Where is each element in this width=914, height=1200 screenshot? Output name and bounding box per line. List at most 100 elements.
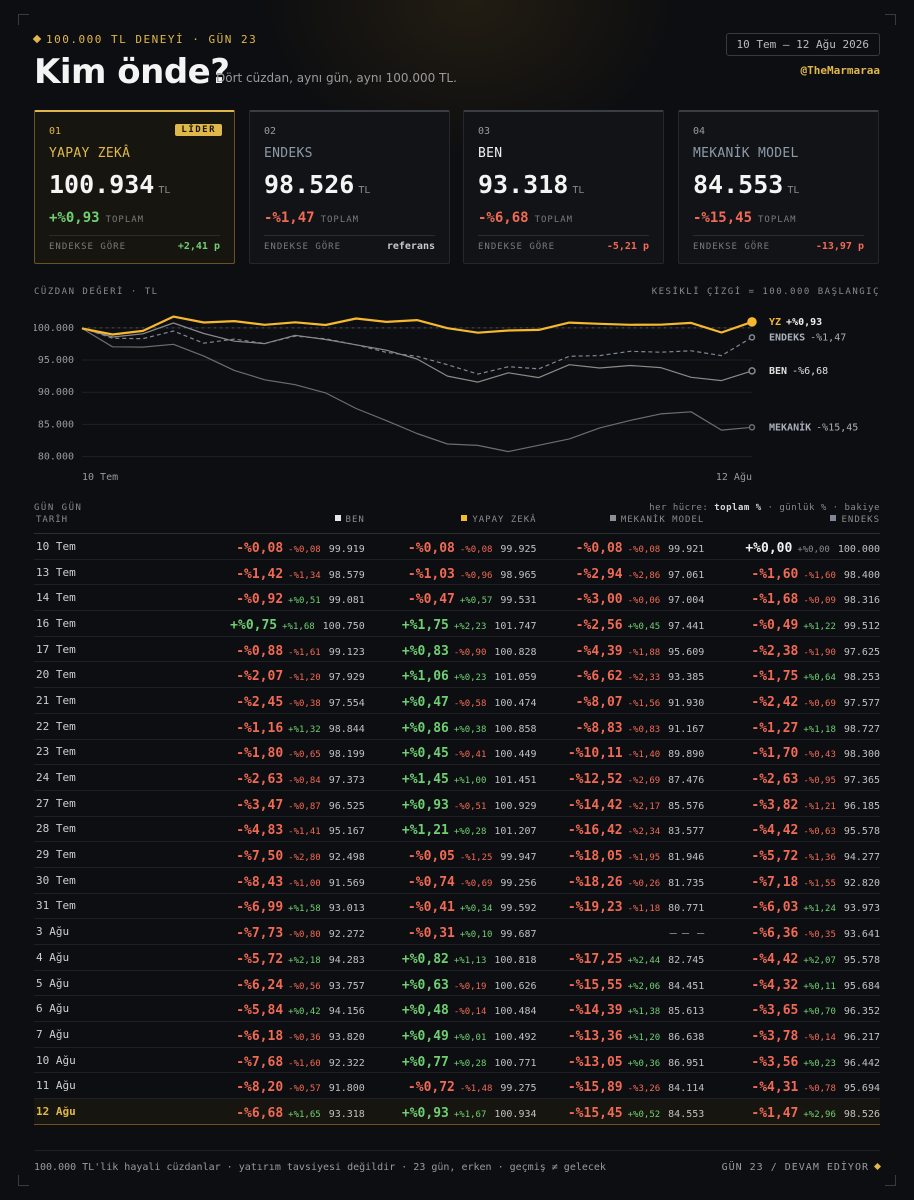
card-pct-label: TOPLAM <box>758 215 797 225</box>
table-row: 31 Tem -%6,99 +%1,58 93.013 -%0,41 +%0,34 99.5… <box>34 893 880 920</box>
cell-mek: -%2,94 -%2,86 97.061 <box>536 559 705 586</box>
cell-daily-pct: -%0,57 <box>288 1084 321 1095</box>
cell-daily-pct: +%1,13 <box>453 955 487 966</box>
cell-balance: 92.272 <box>328 929 365 941</box>
series-line-endeks <box>81 327 753 375</box>
cell-balance: 93.820 <box>328 1031 365 1043</box>
cell-daily-pct: +%0,28 <box>453 1058 487 1069</box>
cell-total-pct: -%1,47 <box>751 1105 799 1121</box>
legend-rest: · günlük % · bakiye <box>767 503 880 513</box>
author-handle[interactable]: @TheMarmaraa <box>800 64 880 77</box>
row-date: 24 Tem <box>34 764 126 791</box>
daily-table: TARİH BEN YAPAY ZEKÂ MEKANİK MODEL ENDEK… <box>34 515 880 1125</box>
cell-daily-pct: -%2,33 <box>627 673 661 684</box>
cell-total-pct: +%0,63 <box>401 977 449 993</box>
cell-total-pct: -%0,08 <box>575 540 623 556</box>
cell-total-pct: -%2,63 <box>751 772 799 788</box>
cell-mek: -%15,89 -%3,26 84.114 <box>536 1072 705 1100</box>
series-end-point-endeks <box>748 334 756 341</box>
card-foot-value: -13,97 p <box>815 241 864 252</box>
page-subtitle: Dört cüzdan, aynı gün, aynı 100.000 TL. <box>216 71 457 85</box>
cell-total-pct: +%1,21 <box>401 823 449 839</box>
card-total-pct: -%6,68 TOPLAM <box>478 210 573 226</box>
series-end-point-ben <box>748 367 756 375</box>
cell-balance: 92.820 <box>843 877 880 889</box>
cell-total-pct: +%0,48 <box>401 1003 449 1019</box>
cell-balance: 99.531 <box>500 595 537 607</box>
cell-total-pct: -%6,36 <box>751 926 799 942</box>
cell-total-pct: -%1,42 <box>236 566 284 582</box>
cell-total-pct: -%8,83 <box>575 720 623 736</box>
cell-daily-pct: — <box>681 926 690 941</box>
cell-total-pct: -%1,60 <box>751 566 799 582</box>
cell-total-pct: -%5,72 <box>751 849 799 865</box>
cell-total-pct: -%16,42 <box>567 823 623 839</box>
cell-ben: -%1,42 -%1,34 98.579 <box>125 559 365 586</box>
cell-daily-pct: -%1,18 <box>627 904 661 915</box>
cell-daily-pct: -%1,56 <box>627 698 661 709</box>
cell-balance: 93.318 <box>328 1108 365 1120</box>
cell-end: -%4,42 +%2,07 95.578 <box>704 944 880 971</box>
cell-daily-pct: -%1,88 <box>627 647 661 658</box>
cell-balance: 84.451 <box>668 980 705 992</box>
cell-ben: -%5,84 +%0,42 94.156 <box>125 995 365 1023</box>
row-date: 11 Ağu <box>34 1072 126 1100</box>
cell-balance: 96.352 <box>843 1006 880 1018</box>
card-pct-label: TOPLAM <box>534 215 574 225</box>
cell-balance: 100.000 <box>837 543 880 555</box>
cell-yz: +%0,86 +%0,38 100.858 <box>364 713 537 740</box>
cell-balance: 97.554 <box>328 697 365 709</box>
cell-total-pct: -%0,72 <box>407 1080 455 1096</box>
card-value-number: 93.318 <box>478 170 569 199</box>
cell-end: +%0,00 +%0,00 100.000 <box>704 533 880 560</box>
cell-balance: 96.442 <box>843 1057 880 1069</box>
cell-daily-pct: +%2,44 <box>627 955 661 966</box>
cell-total-pct: +%0,49 <box>401 1028 449 1044</box>
cell-balance: 85.576 <box>668 800 705 812</box>
cell-daily-pct: +%0,00 <box>797 544 830 555</box>
kicker-text: 100.000 TL DENEYİ · GÜN 23 <box>46 33 258 46</box>
card-name: BEN <box>478 146 503 161</box>
cell-ben: -%7,50 -%2,80 92.498 <box>125 841 365 868</box>
cell-total-pct: -%0,31 <box>407 926 455 942</box>
cell-daily-pct: +%0,10 <box>459 930 493 941</box>
cell-daily-pct: +%0,11 <box>803 981 836 992</box>
cell-total-pct: -%1,16 <box>236 720 284 736</box>
cell-balance: 81.946 <box>668 852 705 864</box>
cell-balance: 99.081 <box>328 595 365 607</box>
cell-balance: 97.373 <box>328 775 365 787</box>
table-row: 14 Tem -%0,92 +%0,51 99.081 -%0,47 +%0,57 99.5… <box>34 584 880 612</box>
cell-daily-pct: +%2,07 <box>803 955 836 966</box>
series-end-label-yz: YZ +%0,93 <box>769 317 822 328</box>
cell-daily-pct: +%0,42 <box>288 1007 321 1018</box>
cell-daily-pct: -%0,69 <box>459 878 493 889</box>
series-name: BEN <box>769 366 787 377</box>
cell-balance: 101.207 <box>494 826 537 838</box>
cell-total-pct: -%13,36 <box>567 1028 623 1044</box>
cell-daily-pct: -%2,86 <box>627 570 661 581</box>
cell-balance: 98.199 <box>328 749 365 761</box>
cell-total-pct: -%6,18 <box>236 1028 284 1044</box>
cell-total-pct: -%1,03 <box>407 566 455 582</box>
cell-total-pct: -%14,39 <box>567 1003 623 1019</box>
col-yz-header: YAPAY ZEKÂ <box>364 515 537 534</box>
cell-mek: -%15,55 +%2,06 84.451 <box>536 970 705 997</box>
cell-ben: -%8,43 -%1,00 91.569 <box>125 867 365 894</box>
row-date: 17 Tem <box>34 636 126 663</box>
cell-balance: 99.925 <box>500 543 537 555</box>
cell-balance: 97.577 <box>843 697 880 709</box>
cell-daily-pct: +%2,96 <box>803 1109 836 1120</box>
cell-total-pct: +%0,93 <box>401 1105 449 1121</box>
footer-disclaimer: 100.000 TL'lik hayali cüzdanlar · yatırı… <box>34 1162 606 1173</box>
card-number: 04 <box>693 126 706 137</box>
cell-total-pct: -%5,72 <box>236 951 284 967</box>
card-pct-label: TOPLAM <box>105 215 145 225</box>
row-date: 3 Ağu <box>34 918 126 945</box>
cell-daily-pct: -%0,43 <box>803 750 836 761</box>
cell-daily-pct: -%0,84 <box>288 776 321 787</box>
row-date: 23 Tem <box>34 739 126 766</box>
cell-balance: 94.156 <box>328 1006 365 1018</box>
table-section-label: GÜN GÜN <box>34 503 83 513</box>
cell-balance: 96.525 <box>328 800 365 812</box>
y-tick-label: 100.000 <box>34 323 74 334</box>
